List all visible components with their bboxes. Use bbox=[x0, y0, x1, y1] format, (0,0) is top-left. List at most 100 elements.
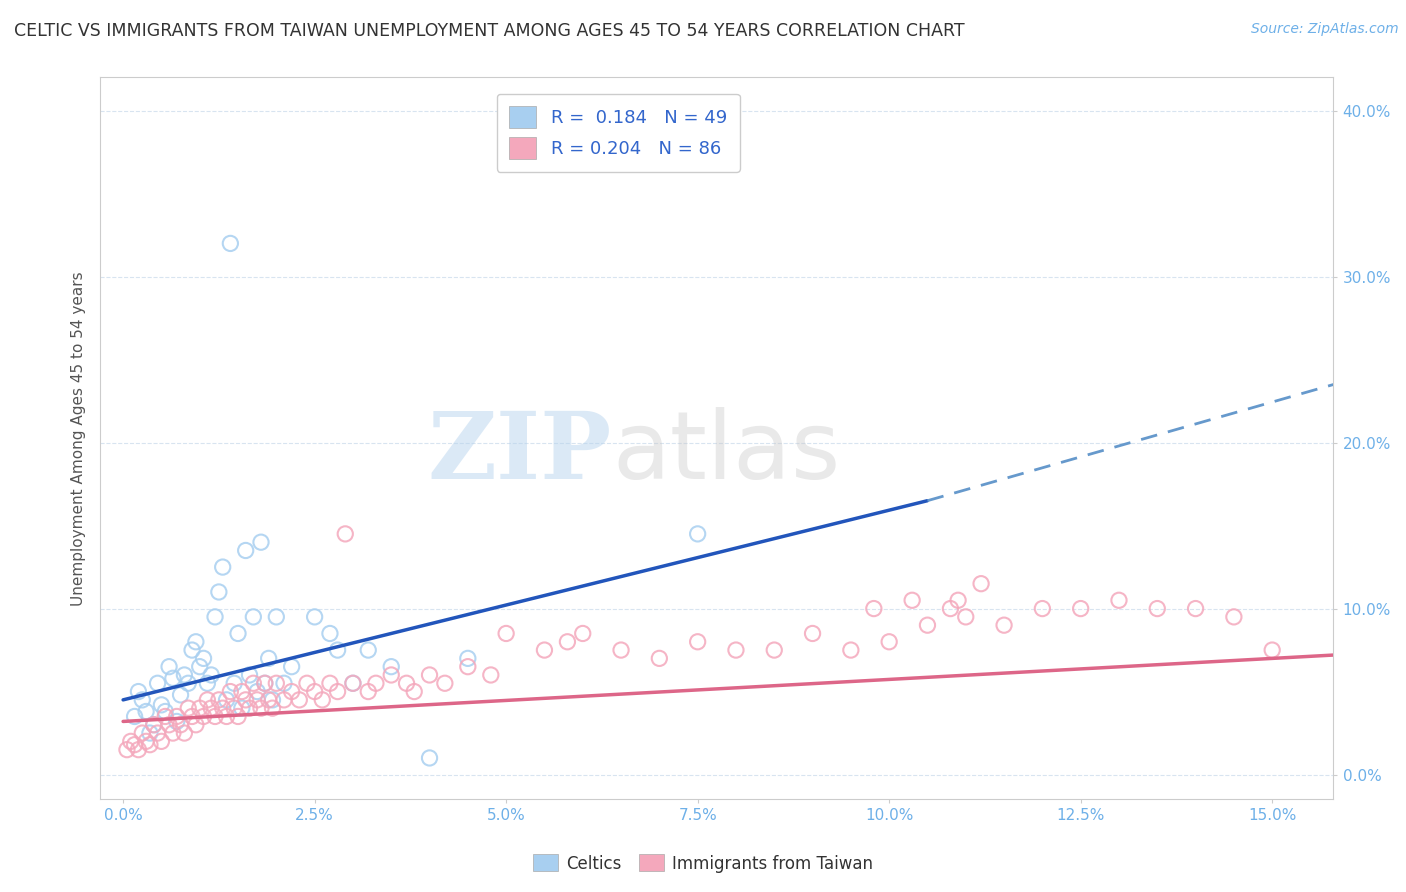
Legend: R =  0.184   N = 49, R = 0.204   N = 86: R = 0.184 N = 49, R = 0.204 N = 86 bbox=[496, 94, 740, 172]
Point bbox=[495, 626, 517, 640]
Point bbox=[295, 676, 318, 690]
Point bbox=[304, 610, 326, 624]
Point bbox=[173, 668, 195, 682]
Point bbox=[557, 634, 579, 648]
Point bbox=[135, 705, 157, 719]
Point bbox=[266, 610, 288, 624]
Point bbox=[342, 676, 364, 690]
Point bbox=[155, 705, 177, 719]
Point bbox=[204, 709, 226, 723]
Point bbox=[610, 643, 633, 657]
Point bbox=[1146, 601, 1168, 615]
Point bbox=[150, 734, 173, 748]
Text: ZIP: ZIP bbox=[427, 408, 612, 498]
Point bbox=[219, 684, 242, 698]
Point bbox=[166, 709, 188, 723]
Point bbox=[193, 651, 215, 665]
Point bbox=[181, 643, 204, 657]
Point bbox=[319, 676, 342, 690]
Point bbox=[242, 676, 264, 690]
Point bbox=[311, 693, 333, 707]
Point bbox=[155, 709, 177, 723]
Point bbox=[724, 643, 747, 657]
Point bbox=[235, 693, 257, 707]
Point bbox=[946, 593, 969, 607]
Point bbox=[686, 527, 709, 541]
Point bbox=[319, 626, 342, 640]
Point bbox=[135, 734, 157, 748]
Point bbox=[257, 693, 280, 707]
Point bbox=[131, 693, 153, 707]
Point bbox=[433, 676, 456, 690]
Point bbox=[457, 659, 479, 673]
Point bbox=[970, 576, 993, 591]
Text: CELTIC VS IMMIGRANTS FROM TAIWAN UNEMPLOYMENT AMONG AGES 45 TO 54 YEARS CORRELAT: CELTIC VS IMMIGRANTS FROM TAIWAN UNEMPLO… bbox=[14, 22, 965, 40]
Legend: Celtics, Immigrants from Taiwan: Celtics, Immigrants from Taiwan bbox=[526, 847, 880, 880]
Point bbox=[246, 693, 269, 707]
Point bbox=[157, 659, 180, 673]
Point bbox=[917, 618, 939, 632]
Point bbox=[993, 618, 1015, 632]
Point bbox=[326, 643, 349, 657]
Point bbox=[418, 668, 440, 682]
Point bbox=[181, 709, 204, 723]
Point bbox=[648, 651, 671, 665]
Point bbox=[211, 560, 233, 574]
Point bbox=[195, 693, 218, 707]
Point bbox=[380, 659, 402, 673]
Point bbox=[235, 543, 257, 558]
Point bbox=[242, 610, 264, 624]
Point bbox=[863, 601, 886, 615]
Point bbox=[131, 726, 153, 740]
Point bbox=[215, 693, 238, 707]
Point bbox=[200, 701, 222, 715]
Point bbox=[162, 671, 184, 685]
Point bbox=[418, 751, 440, 765]
Point bbox=[169, 718, 191, 732]
Point bbox=[763, 643, 786, 657]
Point bbox=[204, 610, 226, 624]
Point bbox=[250, 701, 273, 715]
Point bbox=[395, 676, 418, 690]
Point bbox=[146, 726, 169, 740]
Point bbox=[215, 709, 238, 723]
Point bbox=[208, 585, 231, 599]
Point bbox=[139, 726, 162, 740]
Point bbox=[142, 718, 165, 732]
Point bbox=[195, 676, 218, 690]
Point bbox=[686, 634, 709, 648]
Point bbox=[280, 684, 302, 698]
Point bbox=[250, 535, 273, 549]
Point bbox=[166, 714, 188, 729]
Point bbox=[364, 676, 387, 690]
Point bbox=[226, 626, 249, 640]
Point bbox=[124, 738, 146, 752]
Point bbox=[219, 236, 242, 251]
Point bbox=[262, 693, 284, 707]
Point bbox=[404, 684, 426, 698]
Point bbox=[273, 676, 295, 690]
Point bbox=[184, 718, 207, 732]
Point bbox=[533, 643, 555, 657]
Point bbox=[226, 709, 249, 723]
Point bbox=[273, 693, 295, 707]
Point bbox=[877, 634, 900, 648]
Point bbox=[1184, 601, 1206, 615]
Point bbox=[1070, 601, 1092, 615]
Point bbox=[188, 701, 211, 715]
Point bbox=[208, 693, 231, 707]
Point bbox=[142, 718, 165, 732]
Point bbox=[479, 668, 502, 682]
Point bbox=[457, 651, 479, 665]
Point bbox=[253, 676, 276, 690]
Text: atlas: atlas bbox=[612, 407, 841, 499]
Point bbox=[177, 701, 200, 715]
Point bbox=[335, 527, 357, 541]
Point bbox=[326, 684, 349, 698]
Point bbox=[193, 709, 215, 723]
Point bbox=[266, 676, 288, 690]
Point bbox=[839, 643, 862, 657]
Point bbox=[188, 659, 211, 673]
Point bbox=[115, 742, 138, 756]
Point bbox=[280, 659, 302, 673]
